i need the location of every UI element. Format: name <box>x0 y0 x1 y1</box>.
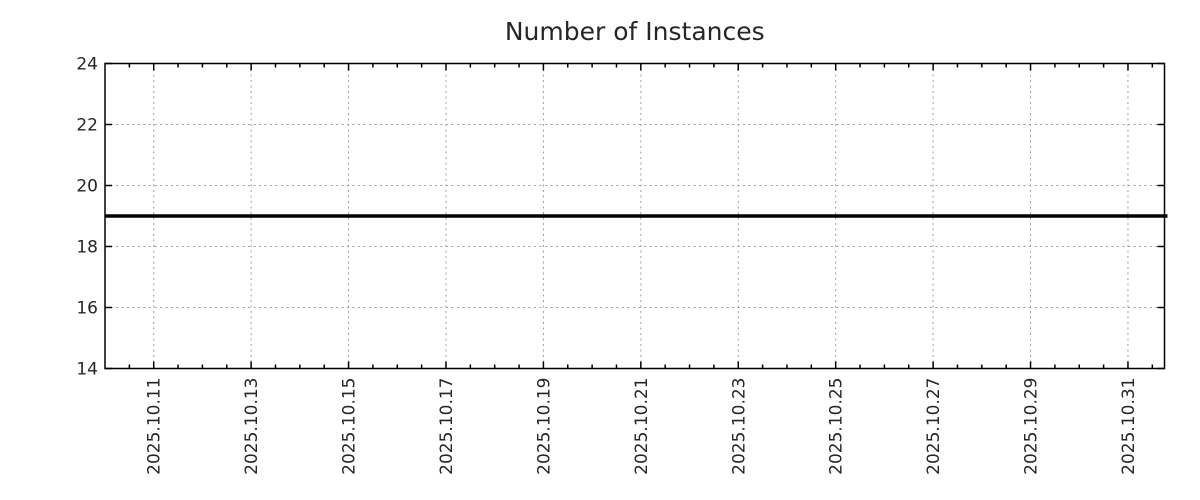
x-tick-label: 2025.10.15 <box>340 378 360 475</box>
x-tick-label: 2025.10.23 <box>729 378 749 475</box>
x-tick-label: 2025.10.21 <box>632 378 652 475</box>
y-tick-label: 20 <box>76 177 98 197</box>
gridlines <box>105 63 1165 369</box>
y-tick-label: 14 <box>76 360 98 380</box>
x-tick-label: 2025.10.11 <box>145 378 165 475</box>
chart-title: Number of Instances <box>505 17 765 46</box>
y-tick-label: 16 <box>76 299 98 319</box>
x-tick-label: 2025.10.13 <box>242 378 262 475</box>
x-tick-label: 2025.10.31 <box>1119 378 1139 475</box>
x-tick-label: 2025.10.25 <box>827 378 847 475</box>
y-tick-label: 24 <box>76 55 98 75</box>
y-tick-label: 22 <box>76 116 98 136</box>
x-tick-label: 2025.10.29 <box>1022 378 1042 475</box>
plot-border <box>104 62 1166 370</box>
axis-tick-labels: 2025.10.11 2025.10.13 2025.10.15 2025.10.17… <box>76 55 1139 475</box>
x-tick-label: 2025.10.17 <box>437 378 457 475</box>
x-tick-label: 2025.10.27 <box>924 378 944 475</box>
axes <box>104 62 1166 370</box>
x-tick-label: 2025.10.19 <box>534 378 554 475</box>
y-tick-label: 18 <box>76 238 98 258</box>
